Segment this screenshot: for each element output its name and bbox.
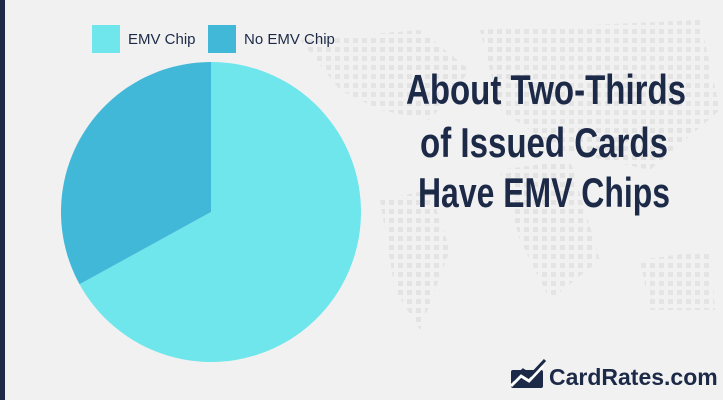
- chart-title: of Issued Cards: [420, 119, 668, 166]
- legend-swatch: [208, 25, 236, 53]
- left-border: [0, 0, 5, 400]
- brand-name: CardRates.com: [549, 364, 718, 390]
- legend-swatch: [92, 25, 120, 53]
- legend-label: No EMV Chip: [244, 31, 335, 48]
- world-map: [300, 20, 720, 330]
- chart-title: Have EMV Chips: [418, 169, 670, 216]
- legend-label: EMV Chip: [128, 31, 196, 48]
- legend: EMV Chip No EMV Chip: [92, 25, 335, 53]
- chart-title: About Two-Thirds: [406, 66, 686, 113]
- pie-slice: [60, 62, 211, 285]
- pie-slice: [79, 62, 361, 362]
- pie: [60, 62, 361, 362]
- brand-logo: [509, 358, 547, 388]
